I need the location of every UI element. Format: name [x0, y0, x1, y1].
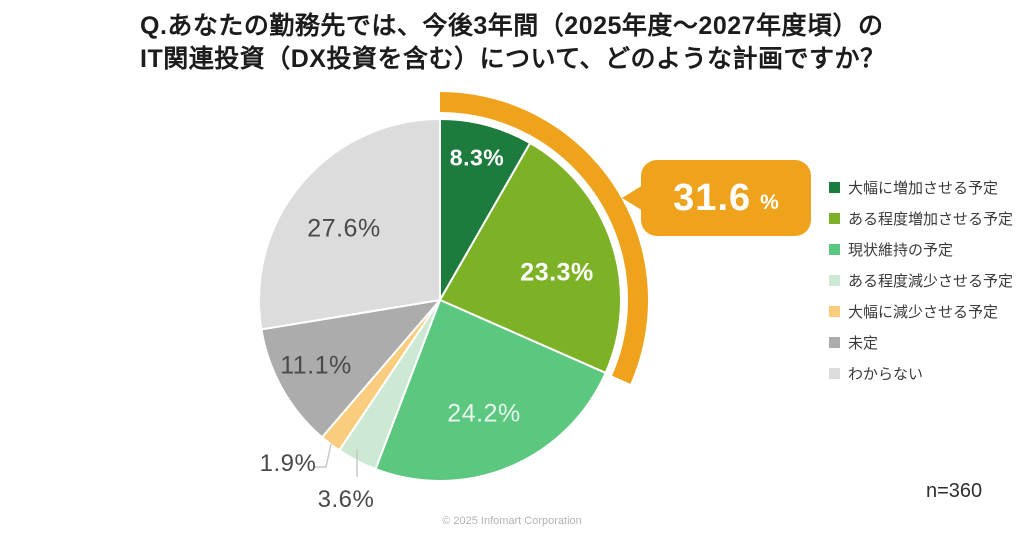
legend-swatch-icon [829, 368, 840, 379]
legend-label: 現状維持の予定 [848, 242, 954, 259]
legend-swatch-icon [829, 213, 840, 224]
slice-label-maintain: 24.2% [447, 399, 521, 428]
legend-swatch-icon [829, 337, 840, 348]
slice-label-dont-know: 27.6% [307, 214, 381, 243]
slice-label-decrease-large: 1.9% [259, 450, 317, 477]
legend-label: 大幅に増加させる予定 [848, 180, 999, 197]
legend-item-increase-large: 大幅に増加させる予定 [829, 172, 1013, 203]
highlight-callout: 31.6 % [622, 160, 811, 236]
slice-label-decrease-some: 3.6% [317, 486, 375, 513]
legend-swatch-icon [829, 244, 840, 255]
pie-slice-2 [374, 299, 607, 482]
legend-label: ある程度減少させる予定 [848, 273, 1014, 290]
legend-label: わからない [848, 366, 924, 383]
highlight-arc [440, 92, 648, 384]
legend: 大幅に増加させる予定 ある程度増加させる予定 現状維持の予定 ある程度減少させる… [829, 172, 1013, 389]
callout-value: 31.6 [673, 176, 752, 219]
pie-slice-1 [439, 142, 622, 374]
page-title-line1: Q.あなたの勤務先では、今後3年間（2025年度～2027年度頃）の [140, 12, 884, 40]
legend-label: 未定 [848, 335, 879, 352]
page-title-line2: IT関連投資（DX投資を含む）について、どのような計画ですか？ [140, 45, 886, 73]
legend-item-decrease-some: ある程度減少させる予定 [829, 265, 1013, 296]
sample-size: n=360 [926, 480, 983, 502]
legend-label: 大幅に減少させる予定 [848, 304, 999, 321]
legend-item-maintain: 現状維持の予定 [829, 234, 1013, 265]
legend-swatch-icon [829, 182, 840, 193]
page-title: Q.あなたの勤務先では、今後3年間（2025年度～2027年度頃）の IT関連投… [140, 10, 885, 76]
callout-tail-icon [622, 185, 643, 211]
legend-swatch-icon [829, 306, 840, 317]
slice-label-increase-large: 8.3% [449, 144, 505, 171]
legend-swatch-icon [829, 275, 840, 286]
legend-item-undecided: 未定 [829, 327, 1013, 358]
pie-slices [258, 118, 622, 482]
legend-item-decrease-large: 大幅に減少させる予定 [829, 296, 1013, 327]
highlight-arc-path [440, 92, 648, 384]
pie-slice-0 [439, 118, 532, 301]
leader-lines [314, 443, 358, 477]
copyright: © 2025 Infomart Corporation [442, 515, 582, 527]
legend-item-increase-some: ある程度増加させる予定 [829, 203, 1013, 234]
slice-label-undecided: 11.1% [280, 351, 352, 380]
legend-label: ある程度増加させる予定 [848, 211, 1014, 228]
legend-item-dont-know: わからない [829, 358, 1013, 389]
leader-line-slice-4 [314, 443, 332, 468]
pie-slice-6 [258, 118, 441, 331]
slice-label-increase-some: 23.3% [520, 258, 594, 287]
pie-slice-5 [260, 299, 441, 439]
callout-unit: % [760, 191, 779, 214]
